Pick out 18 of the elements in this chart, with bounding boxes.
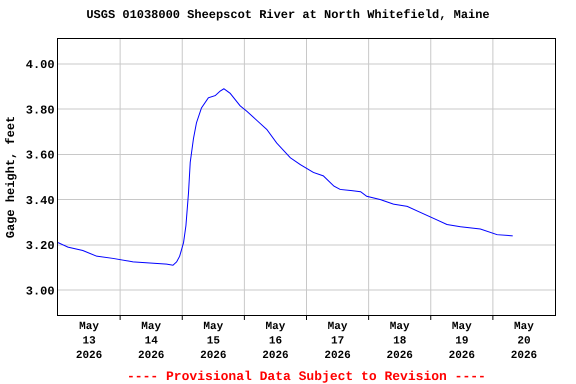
y-tick-label: 3.80 [26,103,55,118]
y-axis-title: Gage height, feet [4,116,18,238]
chart-title: USGS 01038000 Sheepscot River at North Whitefield, Maine [86,8,490,22]
x-tick-label: May 13 2026 [76,321,102,362]
x-tick-label: May 17 2026 [324,321,351,362]
text: ---- Provisional Data Subject to Revision ---- [127,369,486,384]
y-tick-label: 3.20 [26,239,55,254]
x-tick-label: May 15 2026 [200,321,227,362]
x-tick-label: May 16 2026 [262,321,289,362]
x-tick-label: May 19 2026 [448,321,476,362]
y-tick-label: 3.40 [26,194,55,208]
y-tick-label: 4.00 [26,58,55,72]
x-tick-label: May 18 2026 [386,321,413,362]
x-tick-label: May 14 2026 [138,321,164,362]
y-tick-label: 3.60 [26,148,55,163]
x-tick-label: May 20 2026 [510,321,538,362]
y-tick-label: 3.00 [26,284,55,298]
line-series [58,88,514,266]
